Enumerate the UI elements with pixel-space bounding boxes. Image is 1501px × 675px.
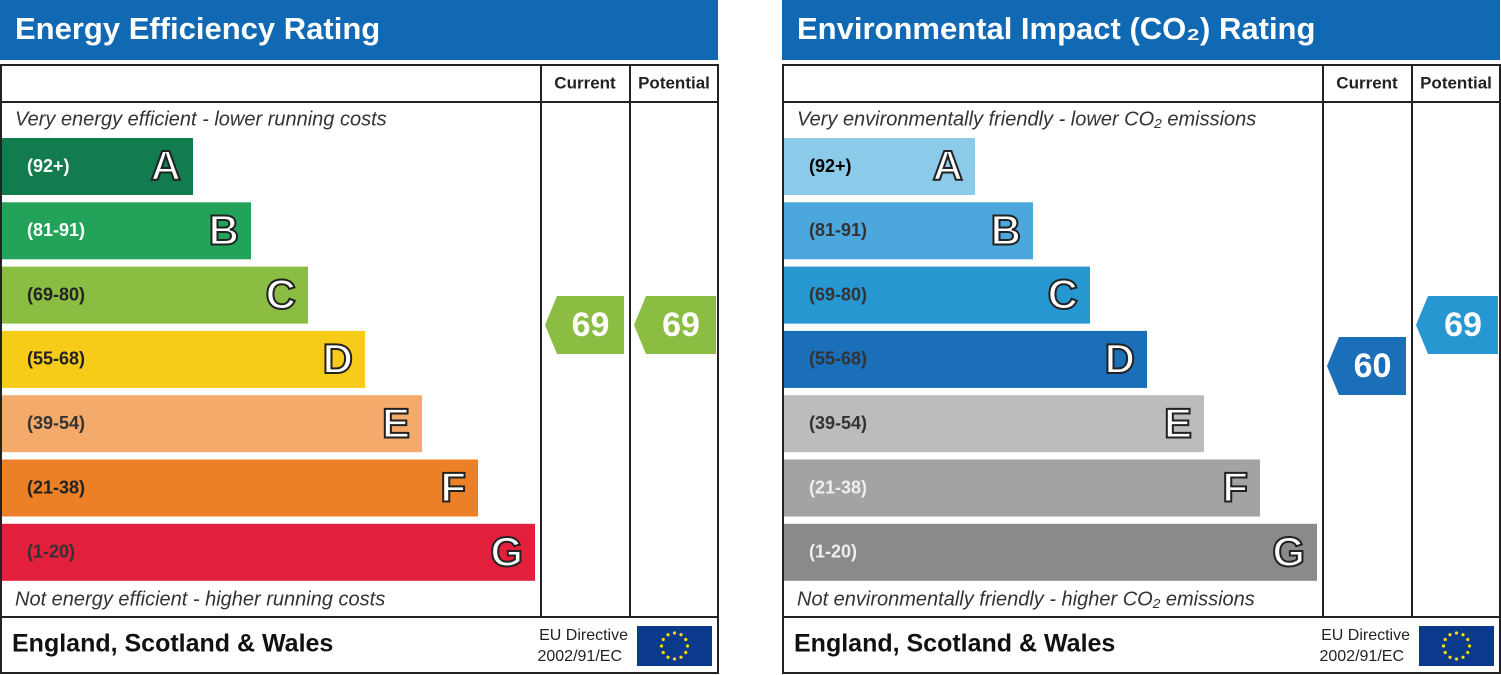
bottom-note: Not energy efficient - higher running co… [15,588,385,610]
eu-star [679,633,683,637]
eu-star [661,650,665,655]
eu-star [1466,637,1470,642]
footer-directive: 2002/91/EC [537,648,622,665]
column-header: Potential [1420,73,1492,92]
band-range: (55-68) [27,349,85,369]
eu-star [672,631,677,635]
band-range: (39-54) [27,413,85,433]
eu-star [684,650,688,655]
band-range: (69-80) [27,284,85,304]
band-letter: A [151,142,181,189]
eu-star [666,655,670,659]
band-letter: G [490,528,523,575]
frame [782,64,1501,674]
footer-region: England, Scotland & Wales [12,630,333,658]
footer-directive: 2002/91/EC [1319,648,1404,665]
current-rating [545,296,624,355]
band-bar [784,138,975,195]
panel-title: Energy Efficiency Rating [15,11,380,46]
band-bar [784,395,1204,453]
band-letter: C [1048,271,1078,318]
eu-star [672,657,677,661]
eu-star [1448,633,1452,637]
band-bar [784,266,1090,324]
top-note: Very energy efficient - lower running co… [15,108,387,130]
potential-rating-label: 69 [662,306,700,344]
potential-rating [634,296,716,355]
band-range: (39-54) [809,413,867,433]
eu-star [1467,644,1472,648]
band-bar [2,266,308,324]
top-note: Very environmentally friendly - lower CO… [797,108,1256,130]
band-letter: B [991,206,1021,253]
eu-star [685,644,690,648]
band-range: (81-91) [27,220,85,240]
band-letter: D [323,335,353,382]
eu-star [1441,644,1446,648]
eu-star [661,637,665,642]
eu-star [1448,655,1452,659]
band-range: (92+) [27,156,70,176]
column-header: Current [1336,73,1398,92]
band-bar [784,202,1033,260]
eu-star [1461,633,1465,637]
band-letter: A [933,142,963,189]
band-bar [2,138,193,195]
band-letter: E [1164,399,1192,446]
band-range: (1-20) [27,542,75,562]
panel-title: Environmental Impact (CO₂) Rating [797,11,1315,46]
footer-region: England, Scotland & Wales [794,630,1115,658]
band-bar [2,523,535,581]
current-rating-label: 69 [572,306,610,344]
band-bar [784,459,1260,517]
eu-star [1454,657,1459,661]
eu-star [1443,637,1447,642]
column-header: Potential [638,73,710,92]
band-letter: F [1222,464,1248,511]
band-range: (21-38) [809,477,867,497]
band-range: (55-68) [809,349,867,369]
eu-star [679,655,683,659]
eu-star [1466,650,1470,655]
title-bar [0,0,718,60]
eu-star [1461,655,1465,659]
band-bar [2,330,365,388]
band-range: (81-91) [809,220,867,240]
eu-star [1443,650,1447,655]
band-range: (21-38) [27,477,85,497]
eu-star [1454,631,1459,635]
eu-star [659,644,664,648]
current-rating [1327,337,1406,396]
band-letter: C [266,271,296,318]
column-header: Current [554,73,616,92]
band-range: (92+) [809,156,852,176]
band-bar [2,459,478,517]
current-rating-label: 60 [1354,347,1392,385]
band-bar [2,395,422,453]
frame [0,64,719,674]
footer-directive: EU Directive [539,627,628,644]
band-letter: E [382,399,410,446]
bottom-note: Not environmentally friendly - higher CO… [797,588,1255,610]
eu-star [666,633,670,637]
potential-rating [1416,296,1498,355]
band-letter: G [1272,528,1305,575]
band-letter: B [209,206,239,253]
band-bar [2,202,251,260]
band-range: (1-20) [809,542,857,562]
potential-rating-label: 69 [1444,306,1482,344]
title-bar [782,0,1500,60]
eu-star [684,637,688,642]
footer-directive: EU Directive [1321,627,1410,644]
band-range: (69-80) [809,284,867,304]
band-bar [784,330,1147,388]
band-letter: D [1105,335,1135,382]
band-bar [784,523,1317,581]
band-letter: F [440,464,466,511]
